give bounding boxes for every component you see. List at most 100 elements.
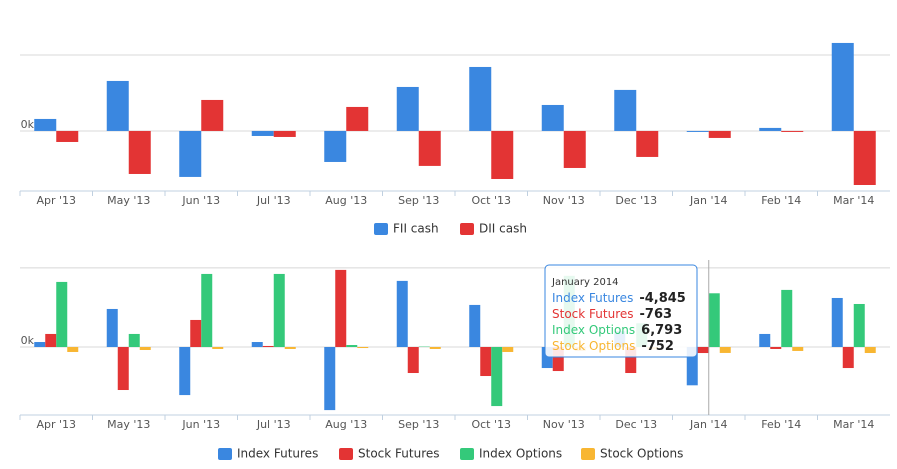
tooltip-title: January 2014: [551, 277, 619, 288]
legend-swatch: [339, 448, 353, 460]
bar: [34, 118, 57, 131]
x-tick-label: Oct '13: [471, 418, 511, 431]
x-tick-label: Apr '13: [36, 194, 76, 207]
bar: [686, 130, 709, 132]
x-tick-label: Jun '13: [181, 194, 220, 207]
tooltip-value: -4,845: [639, 291, 686, 306]
bar: [708, 130, 731, 138]
x-tick-label: Mar '14: [833, 194, 874, 207]
x-tick-label: Nov '13: [543, 194, 585, 207]
bar: [273, 130, 296, 137]
bar: [781, 289, 793, 347]
bar: [346, 106, 369, 131]
x-tick-label: Dec '13: [615, 194, 657, 207]
tooltip-row: Index Futures -4,845: [552, 291, 686, 306]
x-tick-label: Aug '13: [325, 194, 367, 207]
bar: [831, 42, 854, 131]
bar: [469, 66, 492, 131]
bar: [251, 342, 263, 347]
x-tick-label: Dec '13: [615, 418, 657, 431]
legend-label: Stock Options: [600, 447, 683, 461]
bar: [770, 347, 782, 349]
bar: [45, 333, 57, 347]
bar: [864, 347, 876, 354]
bar: [212, 347, 224, 349]
bar: [697, 347, 709, 354]
bar: [273, 273, 285, 347]
y-tick-label: 0k: [21, 118, 35, 131]
bar: [201, 273, 213, 347]
tooltip-value: -752: [641, 339, 674, 354]
x-tick-label: Sep '13: [398, 418, 439, 431]
x-tick-label: Aug '13: [325, 418, 367, 431]
x-tick-label: Feb '14: [761, 194, 801, 207]
x-tick-label: May '13: [107, 194, 150, 207]
bar: [853, 303, 865, 347]
bar: [201, 99, 224, 131]
bar: [284, 347, 296, 349]
x-tick-label: Jul '13: [256, 418, 291, 431]
bar: [842, 347, 854, 369]
bar: [179, 130, 202, 177]
bar: [541, 347, 553, 369]
tooltip-name: Index Options: [552, 323, 635, 337]
bar: [552, 347, 564, 372]
legend-label: Stock Futures: [358, 447, 440, 461]
bar: [106, 80, 129, 131]
bar: [139, 347, 151, 351]
bar: [708, 293, 720, 347]
legend-swatch: [374, 223, 388, 235]
bar: [34, 342, 46, 347]
bar: [179, 347, 191, 396]
x-tick-label: Apr '13: [36, 418, 76, 431]
bar: [636, 130, 659, 157]
x-tick-label: Jan '14: [689, 194, 727, 207]
bar: [719, 347, 731, 353]
x-tick-label: Jul '13: [256, 194, 291, 207]
bar: [128, 333, 140, 347]
x-tick-label: Jan '14: [689, 418, 727, 431]
legend-swatch: [581, 448, 595, 460]
bar: [128, 130, 151, 174]
legend-label: DII cash: [479, 222, 527, 236]
bar: [853, 130, 876, 185]
bar: [67, 347, 79, 352]
tooltip-row: Stock Options -752: [552, 339, 674, 354]
x-tick-label: Feb '14: [761, 418, 801, 431]
x-tick-label: Nov '13: [543, 418, 585, 431]
bar: [418, 130, 441, 166]
tooltip-row: Index Options 6,793: [552, 323, 682, 338]
bar: [541, 104, 564, 131]
tooltip-name: Stock Options: [552, 339, 635, 353]
bar: [396, 86, 419, 131]
legend-label: FII cash: [393, 222, 439, 236]
x-tick-label: May '13: [107, 418, 150, 431]
bar: [792, 347, 804, 351]
bar: [346, 345, 358, 347]
bar: [106, 308, 118, 347]
bar: [324, 347, 336, 411]
x-tick-label: Sep '13: [398, 194, 439, 207]
y-tick-label: 0k: [21, 334, 35, 347]
bar: [335, 269, 347, 347]
x-tick-label: Mar '14: [833, 418, 874, 431]
legend-swatch: [460, 223, 474, 235]
bar: [686, 347, 698, 386]
bar: [491, 130, 514, 179]
legend-swatch: [460, 448, 474, 460]
legend-swatch: [218, 448, 232, 460]
bar: [117, 347, 129, 391]
bar: [781, 130, 804, 132]
tooltip-value: -763: [640, 307, 673, 322]
legend-label: Index Options: [479, 447, 562, 461]
bar: [759, 127, 782, 131]
bar: [759, 333, 771, 347]
bar: [407, 347, 419, 374]
bar: [251, 130, 274, 136]
bar: [614, 89, 637, 131]
tooltip-value: 6,793: [641, 323, 682, 338]
bar: [357, 347, 369, 349]
bar: [56, 281, 68, 347]
bar: [491, 347, 503, 407]
